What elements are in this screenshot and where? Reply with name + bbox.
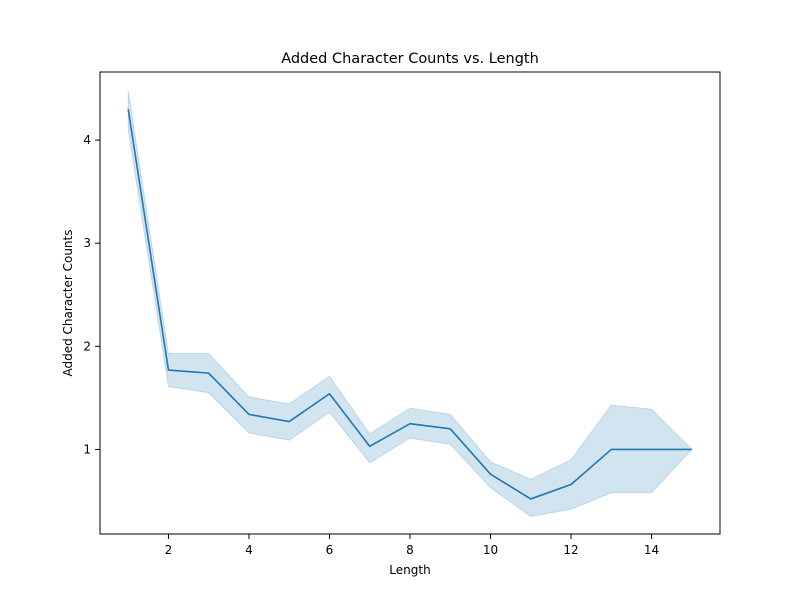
x-tick-label: 6 xyxy=(326,543,334,557)
x-tick-label: 14 xyxy=(644,543,659,557)
x-tick-label: 10 xyxy=(483,543,498,557)
plot-area xyxy=(128,91,692,517)
x-tick-label: 8 xyxy=(406,543,414,557)
y-tick-label: 3 xyxy=(83,236,91,250)
x-axis: 2 4 6 8 10 12 14 xyxy=(165,534,660,557)
x-axis-label: Length xyxy=(389,563,430,577)
y-axis: 1 2 3 4 xyxy=(83,133,100,456)
y-axis-label: Added Character Counts xyxy=(61,230,75,377)
x-tick-label: 4 xyxy=(245,543,253,557)
x-tick-label: 2 xyxy=(165,543,173,557)
y-tick-label: 1 xyxy=(83,442,91,456)
chart-title: Added Character Counts vs. Length xyxy=(281,51,539,67)
y-tick-label: 4 xyxy=(83,133,91,147)
x-tick-label: 12 xyxy=(563,543,578,557)
y-tick-label: 2 xyxy=(83,339,91,353)
